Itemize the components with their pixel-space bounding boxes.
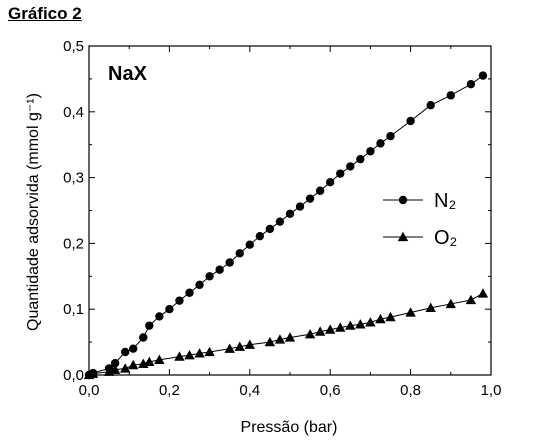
chart-title: NaX xyxy=(108,63,148,85)
data-point xyxy=(255,231,265,241)
data-point xyxy=(305,194,315,203)
data-point xyxy=(304,329,316,339)
legend-marker xyxy=(397,231,409,242)
y-axis-label: Quantidade adsorvida (mmol g⁻¹) xyxy=(25,93,42,331)
data-point xyxy=(165,305,174,314)
legend-marker xyxy=(398,195,408,205)
data-point xyxy=(205,272,214,281)
y-tick-label: 0,2 xyxy=(63,235,84,252)
data-point xyxy=(386,131,395,141)
data-point xyxy=(314,326,326,336)
data-point xyxy=(366,147,375,156)
legend-label: O₂ xyxy=(434,227,457,249)
data-point xyxy=(234,341,245,351)
data-point xyxy=(204,346,215,357)
data-point xyxy=(155,312,164,321)
data-point xyxy=(335,322,346,332)
axes: 0,0 0,2 0,4 0,6 0,8 1,0 0,0 0,1 0,2 0,3 0,4 0,5 xyxy=(63,38,501,399)
data-point xyxy=(128,359,139,370)
data-point xyxy=(425,302,436,313)
series-n2 xyxy=(84,71,488,380)
data-point xyxy=(326,178,335,187)
data-point xyxy=(274,334,286,344)
series-layer xyxy=(83,71,489,380)
data-point xyxy=(144,356,155,366)
data-point xyxy=(264,336,276,347)
data-point xyxy=(245,240,254,249)
data-point xyxy=(405,307,416,317)
data-point xyxy=(356,154,365,164)
x-axis-label: Pressão (bar) xyxy=(241,419,338,436)
data-point xyxy=(139,333,148,342)
data-point xyxy=(445,298,456,309)
data-point xyxy=(376,139,385,148)
data-point xyxy=(285,209,295,218)
data-point xyxy=(406,116,415,126)
x-tick-label: 0,4 xyxy=(239,382,260,399)
y-tick-label: 0,4 xyxy=(63,104,84,121)
data-point xyxy=(265,224,275,234)
data-point xyxy=(225,258,234,267)
x-tick-label: 0,2 xyxy=(159,382,180,399)
data-point xyxy=(385,311,396,322)
data-point xyxy=(145,321,154,330)
y-tick-label: 0,3 xyxy=(63,170,84,187)
data-point xyxy=(119,363,131,373)
data-point xyxy=(478,71,488,80)
data-point xyxy=(224,343,235,353)
x-tick-label: 0,6 xyxy=(320,382,341,399)
data-point xyxy=(325,324,336,334)
data-point xyxy=(194,348,205,358)
data-point xyxy=(465,294,477,305)
data-point xyxy=(284,332,296,342)
y-tick-label: 0,1 xyxy=(63,301,84,318)
data-point xyxy=(375,313,386,324)
data-point xyxy=(110,358,120,368)
data-point xyxy=(355,319,366,329)
data-point xyxy=(184,350,195,360)
data-point xyxy=(426,101,435,110)
data-point xyxy=(315,186,325,195)
data-point xyxy=(174,351,185,361)
data-point xyxy=(185,288,194,297)
data-point xyxy=(154,354,165,365)
data-point xyxy=(244,339,255,349)
data-point xyxy=(295,202,305,211)
data-point xyxy=(109,364,121,374)
data-point xyxy=(275,217,285,226)
data-point xyxy=(235,249,244,258)
x-tick-label: 1,0 xyxy=(481,382,502,399)
data-point xyxy=(365,317,376,327)
data-point xyxy=(87,368,99,378)
legend-label: N₂ xyxy=(434,190,456,212)
y-tick-label: 0,0 xyxy=(63,367,84,384)
legend: N₂ O₂ xyxy=(383,190,457,249)
data-point xyxy=(195,280,204,290)
y-tick-label: 0,5 xyxy=(63,38,84,55)
data-point xyxy=(129,344,138,353)
data-point xyxy=(336,169,345,178)
data-point xyxy=(345,320,356,330)
series-line xyxy=(88,75,484,376)
data-point xyxy=(215,265,224,274)
series-o2 xyxy=(83,288,489,380)
x-tick-label: 0,8 xyxy=(400,382,421,399)
figure-title: Gráfico 2 xyxy=(8,4,82,23)
data-point xyxy=(175,296,184,305)
data-point xyxy=(466,79,476,89)
x-tick-label: 0,0 xyxy=(79,382,100,399)
data-point xyxy=(446,91,455,100)
data-point xyxy=(120,347,130,357)
data-point xyxy=(346,162,355,171)
data-point xyxy=(477,288,489,298)
